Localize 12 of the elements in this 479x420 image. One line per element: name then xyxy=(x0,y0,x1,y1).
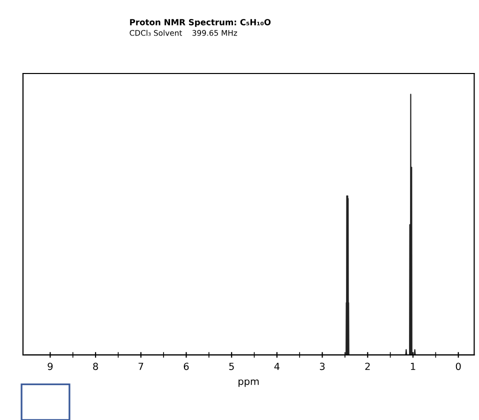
x-tick-label: 4 xyxy=(274,362,280,370)
x-tick-label: 8 xyxy=(93,362,98,370)
x-tick-label: 7 xyxy=(138,362,144,370)
x-tick-label: 2 xyxy=(365,362,370,370)
chart-title: Proton NMR Spectrum: C₅H₁₀O xyxy=(130,19,271,27)
x-tick-label: 5 xyxy=(229,362,234,370)
x-tick-label: 1 xyxy=(410,362,416,370)
x-tick-label: 0 xyxy=(456,362,461,370)
x-tick-label: 6 xyxy=(184,362,189,370)
x-tick-label: 9 xyxy=(48,362,53,370)
x-axis-title: ppm xyxy=(238,379,259,387)
x-tick-label: 3 xyxy=(320,362,325,370)
